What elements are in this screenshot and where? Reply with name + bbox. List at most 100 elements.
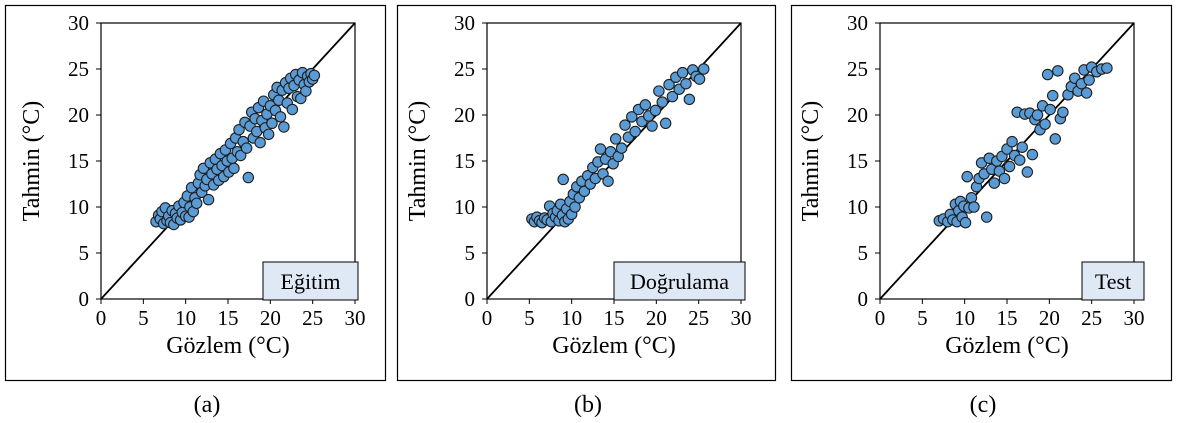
y-tick-label: 0 (858, 287, 869, 311)
dataset-label: Doğrulama (630, 269, 729, 294)
data-point (959, 216, 972, 229)
data-point (602, 175, 614, 187)
y-tick-label: 5 (465, 241, 476, 265)
data-point (980, 211, 993, 223)
data-point (998, 172, 1011, 185)
data-point (609, 133, 622, 145)
data-point (680, 77, 692, 90)
data-point (242, 171, 255, 184)
y-tick-label: 20 (847, 103, 868, 127)
y-axis-label: Tahmin (°C) (798, 101, 824, 222)
data-point (1006, 135, 1018, 148)
data-point (234, 149, 247, 162)
data-point (649, 104, 662, 117)
data-point (557, 173, 569, 186)
data-point (666, 90, 679, 103)
x-tick-label: 30 (345, 306, 366, 330)
data-point (988, 177, 1001, 189)
y-tick-label: 30 (68, 11, 89, 35)
y-tick-label: 25 (847, 57, 868, 81)
data-point (1016, 141, 1028, 153)
data-point (615, 142, 628, 154)
x-tick-label: 30 (731, 306, 752, 330)
dataset-label-box (1081, 261, 1145, 301)
x-tick-label: 20 (260, 306, 281, 330)
y-tick-label: 25 (68, 57, 89, 81)
y-axis-label: Tahmin (°C) (19, 101, 45, 222)
y-tick-label: 25 (454, 57, 475, 81)
x-tick-label: 15 (604, 306, 625, 330)
y-tick-label: 5 (79, 241, 90, 265)
data-point (961, 170, 973, 183)
x-tick-label: 10 (561, 306, 582, 330)
data-point (278, 121, 290, 133)
data-point (286, 103, 299, 116)
data-point (697, 63, 710, 75)
data-point (1046, 89, 1059, 102)
data-point (683, 93, 696, 106)
x-tick-label: 25 (688, 306, 709, 330)
data-point (1057, 106, 1069, 118)
x-axis-label: Gözlem (°C) (945, 333, 1069, 359)
data-point (274, 111, 287, 123)
data-point (1013, 154, 1026, 166)
data-point (693, 73, 706, 85)
y-tick-label: 10 (68, 195, 89, 219)
data-point (202, 193, 215, 206)
data-point (656, 96, 669, 108)
panel-caption: (b) (574, 392, 602, 418)
x-tick-label: 10 (175, 306, 196, 330)
data-point (1052, 65, 1064, 77)
data-point (629, 125, 641, 138)
x-tick-label: 25 (1081, 306, 1102, 330)
x-tick-label: 5 (138, 306, 149, 330)
data-point (569, 201, 581, 213)
panel-caption: (c) (970, 392, 997, 418)
chart-panel-3: 0 5 10 15 20 25 30 0 5 10 15 20 25 30 Gözlem (°C) Tahmi… (790, 4, 1173, 418)
data-point (663, 78, 675, 91)
data-point (190, 197, 203, 210)
x-tick-label: 20 (646, 306, 667, 330)
data-point (1044, 103, 1056, 116)
data-point (266, 117, 278, 130)
data-point (639, 99, 652, 111)
dataset-label: Test (1095, 269, 1131, 294)
y-tick-label: 10 (847, 195, 868, 219)
chart-panel-1: 0 5 10 15 20 25 30 0 5 10 15 20 25 30 Gözlem (°C) Tahmi… (4, 4, 387, 418)
data-point (233, 123, 245, 136)
y-tick-label: 5 (858, 241, 869, 265)
y-tick-label: 15 (454, 149, 475, 173)
data-point (1031, 109, 1044, 121)
dataset-label-box (613, 261, 746, 301)
y-tick-label: 20 (454, 103, 475, 127)
x-tick-label: 15 (997, 306, 1018, 330)
dataset-label-box (262, 261, 359, 301)
dataset-label: Eğitim (281, 269, 341, 294)
data-point (653, 85, 665, 97)
data-point (308, 69, 321, 82)
x-tick-label: 5 (917, 306, 928, 330)
x-tick-label: 25 (302, 306, 323, 330)
x-axis-label: Gözlem (°C) (166, 333, 290, 359)
data-point (676, 66, 689, 79)
data-point (1101, 62, 1113, 74)
y-tick-label: 10 (454, 195, 475, 219)
data-point (619, 119, 631, 131)
y-tick-label: 30 (454, 11, 475, 35)
y-tick-label: 15 (847, 149, 868, 173)
x-tick-label: 0 (482, 306, 493, 330)
data-point (1021, 166, 1034, 178)
data-point (262, 128, 275, 141)
data-point (626, 111, 638, 123)
panel-caption: (a) (194, 392, 221, 418)
x-tick-label: 30 (1124, 306, 1145, 330)
data-point (228, 162, 240, 175)
y-tick-label: 0 (465, 287, 476, 311)
data-point (1041, 68, 1054, 81)
data-point (1083, 74, 1095, 86)
x-tick-label: 20 (1039, 306, 1060, 330)
x-tick-label: 0 (875, 306, 886, 330)
data-point (240, 142, 253, 154)
x-tick-label: 10 (954, 306, 975, 330)
